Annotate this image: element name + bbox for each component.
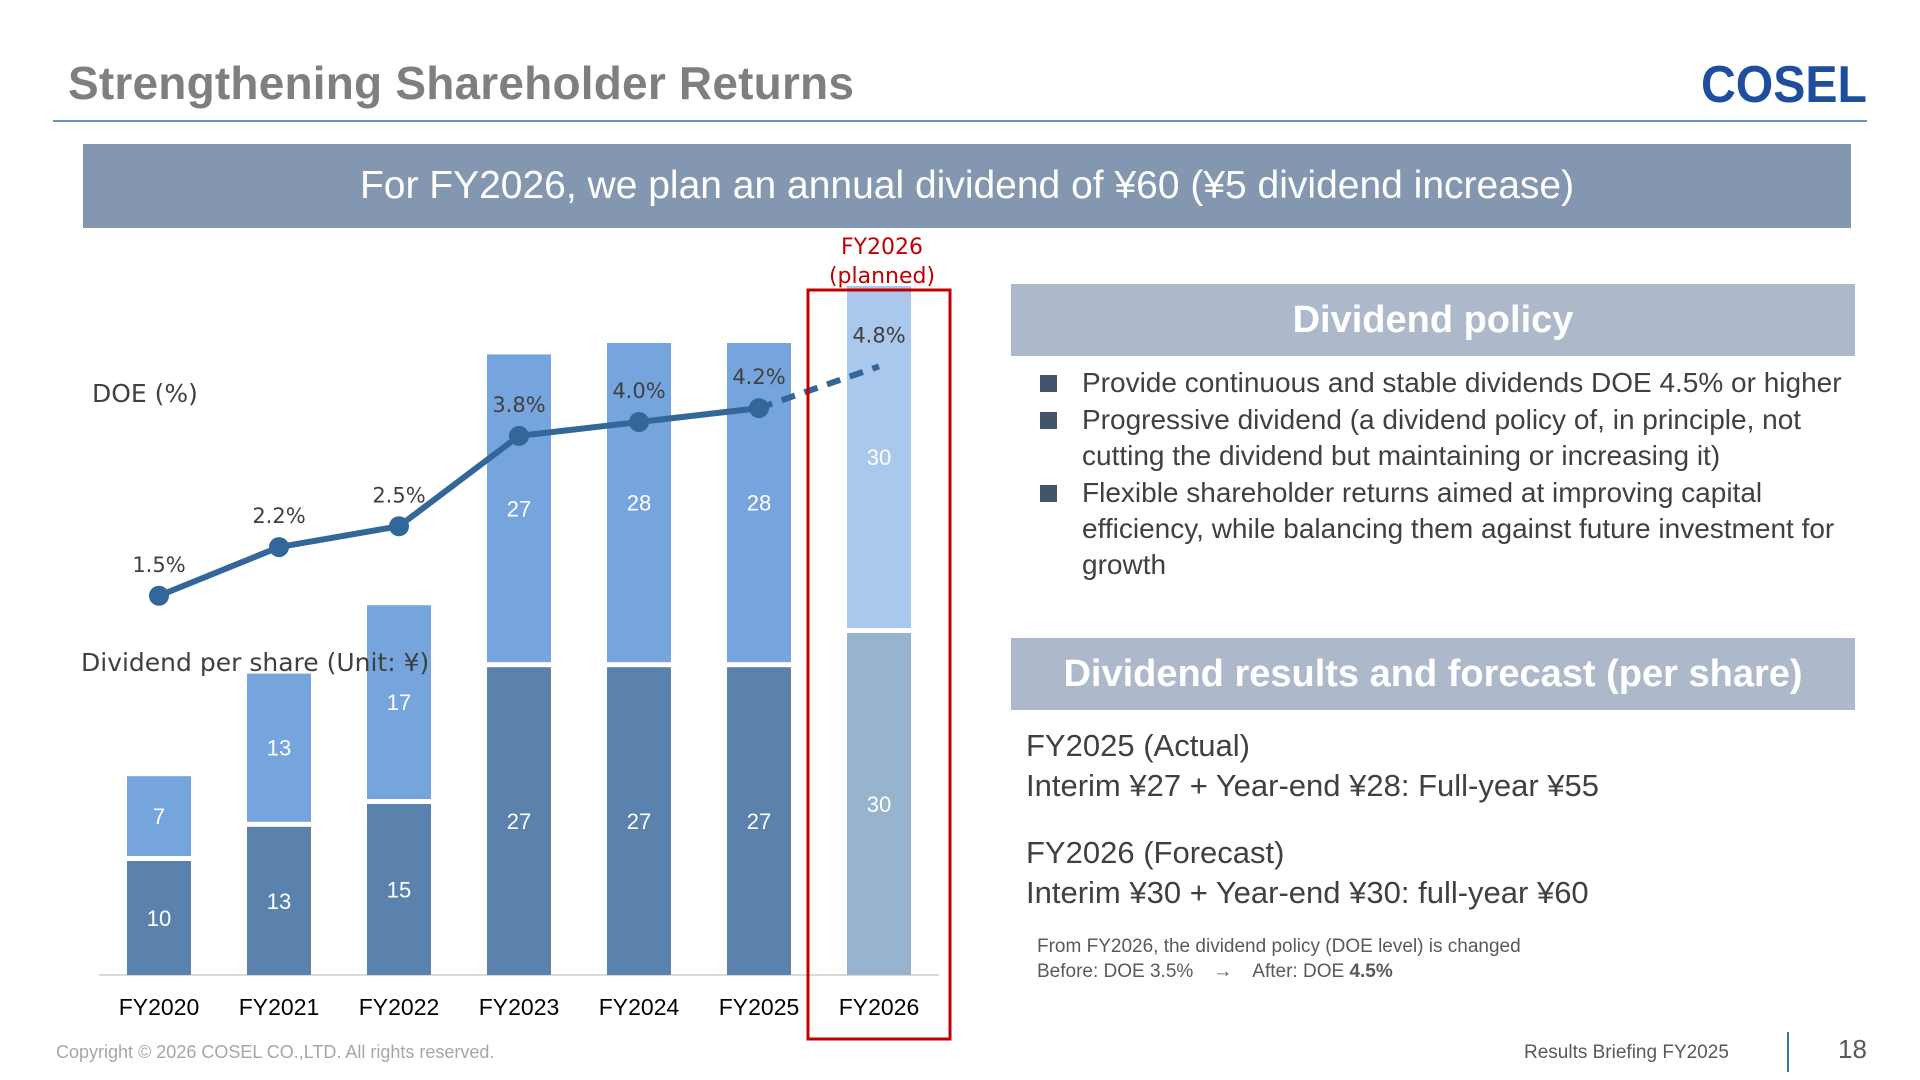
doe-point-FY2020 (149, 585, 169, 606)
policy-item: Progressive dividend (a dividend policy … (1038, 402, 1848, 474)
note-line-2: Before: DOE 3.5% → After: DOE 4.5% (1037, 959, 1521, 984)
bar-value-label: 13 (267, 889, 291, 914)
x-tick-label: FY2021 (239, 994, 320, 1020)
bar-value-label: 27 (507, 496, 531, 521)
dividend-results-heading: Dividend results and forecast (per share… (1011, 638, 1855, 710)
doe-value-label: 4.2% (732, 365, 785, 389)
x-tick-label: FY2020 (119, 994, 200, 1020)
bar-interim-FY2025 (727, 667, 791, 975)
doe-change-note: From FY2026, the dividend policy (DOE le… (1037, 934, 1521, 984)
bar-yearend-FY2025 (727, 343, 791, 663)
doe-axis-label: DOE (%) (92, 379, 198, 408)
bar-value-label: 27 (627, 809, 651, 834)
dividend-policy-heading: Dividend policy (1011, 284, 1855, 356)
bar-interim-FY2022 (367, 804, 431, 975)
doe-line-planned (758, 363, 880, 411)
bar-yearend-FY2023 (487, 354, 551, 663)
bar-yearend-FY2024 (607, 343, 671, 663)
bar-value-label: 17 (387, 690, 411, 715)
bar-interim-FY2020 (127, 861, 191, 975)
doe-value-label: 4.8% (852, 323, 905, 347)
bar-interim-FY2021 (247, 826, 311, 975)
svg-text:COSEL: COSEL (1701, 58, 1867, 108)
planned-label-line2: (planned) (829, 264, 935, 289)
title-divider (53, 120, 1867, 122)
doe-point-FY2021 (269, 537, 289, 558)
footer-briefing: Results Briefing FY2025 (1524, 1042, 1729, 1063)
x-tick-label: FY2026 (839, 994, 920, 1020)
bar-value-label: 30 (867, 445, 891, 470)
doe-point-FY2024 (629, 412, 649, 432)
slide-title: Strengthening Shareholder Returns (68, 57, 855, 109)
bar-interim-FY2023 (487, 667, 551, 975)
doe-point-FY2025 (749, 398, 769, 419)
note-after-label: After: DOE (1252, 961, 1345, 982)
doe-value-label: 2.2% (252, 504, 305, 528)
bar-value-label: 28 (747, 491, 771, 516)
bar-interim-FY2024 (607, 667, 671, 975)
doe-point-FY2022 (389, 516, 409, 537)
bar-value-label: 7 (153, 804, 165, 829)
doe-value-label: 3.8% (492, 393, 545, 417)
doe-value-label: 2.5% (372, 483, 425, 507)
fy2025-title: FY2025 (Actual) (1026, 728, 1250, 763)
x-tick-label: FY2023 (479, 994, 560, 1020)
bar-yearend-FY2020 (127, 776, 191, 856)
bar-interim-FY2026 (847, 633, 911, 975)
doe-value-label: 4.0% (612, 379, 665, 403)
planned-label-line1: FY2026 (841, 235, 923, 260)
chart-labels-layer: 10 7 FY2020 13 13 FY2021 15 17 FY2022 27 27 FY2023 2… (81, 235, 952, 1041)
x-tick-label: FY2024 (599, 994, 680, 1020)
bar-yearend-FY2021 (247, 673, 311, 822)
dividend-axis-label: Dividend per share (Unit: ¥) (81, 648, 429, 677)
bar-value-label: 27 (747, 809, 771, 834)
fy2025-detail: Interim ¥27 + Year-end ¥28: Full-year ¥5… (1026, 768, 1600, 803)
policy-item: Flexible shareholder returns aimed at im… (1038, 475, 1848, 583)
planned-highlight-box (806, 288, 952, 1041)
x-tick-label: FY2025 (719, 994, 800, 1020)
policy-item-text: Provide continuous and stable dividends … (1082, 367, 1842, 398)
square-bullet-icon (1040, 485, 1057, 502)
dividend-doe-chart: 10 7 FY2020 13 13 FY2021 15 17 FY2022 27 27 FY2023 2… (81, 235, 952, 1041)
page-number: 18 (1838, 1034, 1867, 1064)
square-bullet-icon (1040, 412, 1057, 429)
square-bullet-icon (1040, 375, 1057, 392)
doe-line-actual (157, 405, 760, 599)
dividend-results-text: FY2025 (Actual) Interim ¥27 + Year-end ¥… (1026, 726, 1599, 913)
bar-value-label: 28 (627, 491, 651, 516)
policy-item: Provide continuous and stable dividends … (1038, 365, 1848, 401)
doe-line-layer (149, 363, 880, 606)
bar-value-label: 30 (867, 792, 891, 817)
bar-value-label: 15 (387, 878, 411, 903)
dividend-policy-list: Provide continuous and stable dividends … (1038, 365, 1848, 584)
footer-copyright: Copyright © 2026 COSEL CO.,LTD. All righ… (56, 1042, 495, 1062)
bars-layer (99, 286, 939, 976)
cosel-logo: COSEL (1701, 58, 1867, 108)
fy2026-detail: Interim ¥30 + Year-end ¥30: full-year ¥6… (1026, 875, 1589, 910)
note-line-1: From FY2026, the dividend policy (DOE le… (1037, 936, 1521, 957)
bar-yearend-FY2022 (367, 605, 431, 799)
policy-item-text: Flexible shareholder returns aimed at im… (1082, 477, 1835, 580)
note-before: Before: DOE 3.5% (1037, 961, 1194, 982)
bar-yearend-FY2026 (847, 286, 911, 628)
bar-value-label: 10 (147, 906, 171, 931)
doe-value-label: 1.5% (132, 553, 185, 577)
arrow-right-icon: → (1213, 961, 1233, 982)
bar-value-label: 27 (507, 809, 531, 834)
bar-value-label: 13 (267, 736, 291, 761)
x-tick-label: FY2022 (359, 994, 440, 1020)
fy2026-title: FY2026 (Forecast) (1026, 835, 1285, 870)
footer-separator (1787, 1032, 1789, 1072)
note-after-value: 4.5% (1349, 961, 1393, 982)
policy-item-text: Progressive dividend (a dividend policy … (1082, 404, 1802, 471)
headline-banner: For FY2026, we plan an annual dividend o… (83, 144, 1851, 228)
doe-point-FY2023 (509, 425, 529, 446)
